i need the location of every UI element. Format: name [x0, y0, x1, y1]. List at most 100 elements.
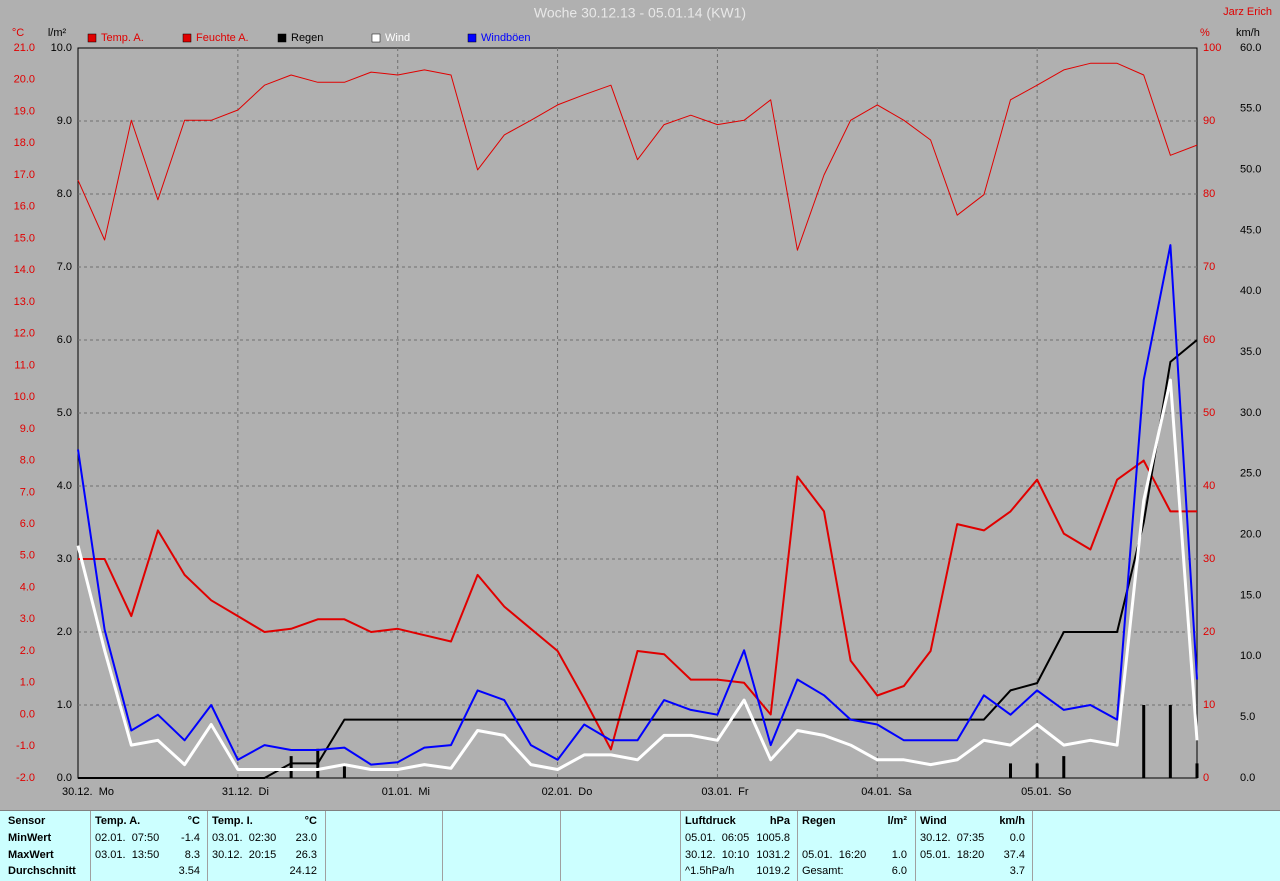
tick-label: 4.0 — [57, 480, 72, 492]
chart-title: Woche 30.12.13 - 05.01.14 (KW1) — [534, 5, 746, 21]
separator — [560, 811, 561, 881]
separator — [207, 811, 208, 881]
cell-value: 0.0 — [1009, 832, 1025, 844]
cell-label: 03.01. 13:50 — [95, 849, 160, 861]
row-label: MinWert — [8, 832, 52, 844]
tick-label: 20 — [1203, 626, 1215, 638]
author: Jarz Erich — [1223, 6, 1272, 18]
tick-label: 21.0 — [14, 42, 35, 54]
rain-bar — [1142, 705, 1146, 778]
tick-label: 6.0 — [20, 518, 35, 530]
cell-label: Gesamt: — [802, 865, 844, 877]
separator — [680, 811, 681, 881]
tick-label: 10 — [1203, 699, 1215, 711]
tick-label: -2.0 — [16, 772, 35, 784]
column-title: Regen — [802, 815, 836, 827]
stats-table: Sensor MinWert MaxWert Durchschnitt Temp. A.… — [0, 810, 1280, 881]
series-line — [77, 62, 1198, 251]
tick-label: 0 — [1203, 772, 1209, 784]
cell-value: 1019.2 — [756, 865, 790, 877]
tick-label: 10.0 — [51, 42, 72, 54]
legend-swatch — [87, 33, 97, 43]
tick-label: 9.0 — [57, 115, 72, 127]
tick-label: 25.0 — [1240, 468, 1261, 480]
cell-value: 3.7 — [1009, 865, 1025, 877]
rain-bar — [1168, 705, 1172, 778]
axis-unit: % — [1200, 27, 1210, 39]
separator — [1032, 811, 1033, 881]
separator — [915, 811, 916, 881]
rain-bar — [289, 756, 293, 778]
row-label: Sensor — [8, 815, 46, 827]
tick-label: 12.0 — [14, 328, 35, 340]
rain-bar — [1009, 763, 1012, 778]
column-unit: °C — [304, 815, 317, 827]
tick-label: 30.0 — [1240, 407, 1261, 419]
tick-label: 2.0 — [57, 626, 72, 638]
tick-label: 5.0 — [1240, 711, 1255, 723]
separator — [90, 811, 91, 881]
legend-swatch — [467, 33, 477, 43]
rain-bar — [1195, 763, 1199, 778]
tick-label: -1.0 — [16, 740, 35, 752]
tick-label: 6.0 — [57, 334, 72, 346]
tick-label: 0.0 — [57, 772, 72, 784]
x-tick-label: 30.12. Mo — [62, 786, 114, 798]
legend-label: Regen — [291, 32, 323, 44]
tick-label: 30 — [1203, 553, 1215, 565]
tick-label: 35.0 — [1240, 346, 1261, 358]
legend-label: Temp. A. — [101, 32, 144, 44]
tick-label: 11.0 — [14, 359, 35, 371]
legend-swatch — [182, 33, 192, 43]
tick-label: 5.0 — [57, 407, 72, 419]
column-title: Temp. A. — [95, 815, 141, 827]
tick-label: 20.0 — [1240, 529, 1261, 541]
tick-label: 14.0 — [14, 264, 35, 276]
legend-label: Feuchte A. — [196, 32, 249, 44]
tick-label: 13.0 — [14, 296, 35, 308]
tick-label: 60.0 — [1240, 42, 1261, 54]
tick-label: 3.0 — [20, 613, 35, 625]
tick-label: 20.0 — [14, 74, 35, 86]
tick-label: 8.0 — [57, 188, 72, 200]
separator — [797, 811, 798, 881]
cell-value: 1.0 — [891, 849, 907, 861]
cell-label: 30.12. 07:35 — [920, 832, 985, 844]
column-unit: km/h — [999, 815, 1025, 827]
column-unit: °C — [187, 815, 200, 827]
separator — [325, 811, 326, 881]
cell-label: 30.12. 20:15 — [212, 849, 277, 861]
x-tick-label: 31.12. Di — [222, 786, 269, 798]
cell-label: ^1.5hPa/h — [685, 865, 735, 877]
legend-label: Windböen — [481, 32, 531, 44]
cell-label: 05.01. 06:05 — [685, 832, 750, 844]
tick-label: 0.0 — [20, 708, 35, 720]
column-title: Wind — [920, 815, 947, 827]
tick-label: 5.0 — [20, 550, 35, 562]
tick-label: 19.0 — [14, 105, 35, 117]
cell-value: 37.4 — [1003, 849, 1025, 861]
x-tick-label: 02.01. Do — [542, 786, 593, 798]
row-label: Durchschnitt — [8, 865, 76, 877]
axis-unit: °C — [12, 27, 24, 39]
tick-label: 50 — [1203, 407, 1215, 419]
cell-value: 1031.2 — [756, 849, 790, 861]
cell-label: 05.01. 18:20 — [920, 849, 985, 861]
tick-label: 100 — [1203, 42, 1221, 54]
tick-label: 10.0 — [14, 391, 35, 403]
legend-label: Wind — [385, 32, 410, 44]
rain-bar — [1062, 756, 1066, 778]
cell-label: 03.01. 02:30 — [212, 832, 277, 844]
tick-label: 40 — [1203, 480, 1215, 492]
rain-bar — [342, 763, 346, 778]
tick-label: 70 — [1203, 261, 1215, 273]
legend-swatch — [371, 33, 381, 43]
cell-value: 3.54 — [178, 865, 200, 877]
tick-label: 4.0 — [20, 581, 35, 593]
tick-label: 7.0 — [57, 261, 72, 273]
legend-swatch — [277, 33, 287, 43]
x-tick-label: 05.01. So — [1021, 786, 1071, 798]
tick-label: 10.0 — [1240, 650, 1261, 662]
tick-label: 45.0 — [1240, 224, 1261, 236]
